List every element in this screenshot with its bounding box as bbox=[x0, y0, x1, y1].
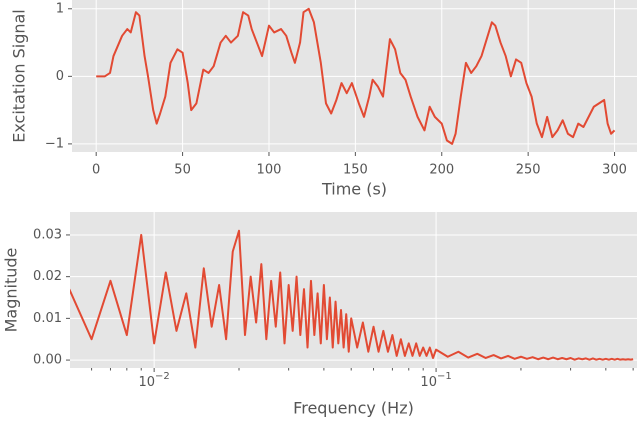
x-tick-exponent: −1 bbox=[437, 371, 452, 382]
x-tick-exponent: −2 bbox=[155, 371, 170, 382]
x-axis-label: Time (s) bbox=[321, 180, 387, 199]
x-tick-label: 10−2 bbox=[138, 371, 169, 390]
x-tick-base: 10 bbox=[138, 375, 155, 390]
x-tick-base: 10 bbox=[420, 375, 437, 390]
data-line bbox=[70, 229, 634, 361]
y-tick-label: −1 bbox=[45, 136, 64, 151]
x-tick-label: 250 bbox=[516, 163, 541, 178]
x-tick-label: 50 bbox=[174, 163, 191, 178]
data-line bbox=[96, 7, 616, 145]
y-tick-label: 0.00 bbox=[33, 353, 62, 368]
x-axis-label: Frequency (Hz) bbox=[293, 399, 414, 418]
y-tick-label: 0.02 bbox=[33, 269, 62, 284]
y-axis-label: Excitation Signal bbox=[10, 9, 29, 143]
y-tick-label: 0.01 bbox=[33, 311, 62, 326]
y-tick-label: 0.03 bbox=[33, 227, 62, 242]
x-tick-label: 300 bbox=[602, 163, 627, 178]
y-tick-label: 1 bbox=[56, 1, 64, 16]
y-axis-label: Magnitude bbox=[2, 248, 21, 333]
x-tick-label: 100 bbox=[257, 163, 282, 178]
x-tick-label: 200 bbox=[429, 163, 454, 178]
y-tick-label: 0 bbox=[56, 69, 64, 84]
x-tick-label: 0 bbox=[92, 163, 100, 178]
x-tick-label: 150 bbox=[343, 163, 368, 178]
x-tick-label: 10−1 bbox=[420, 371, 451, 390]
plot-area bbox=[70, 212, 637, 368]
